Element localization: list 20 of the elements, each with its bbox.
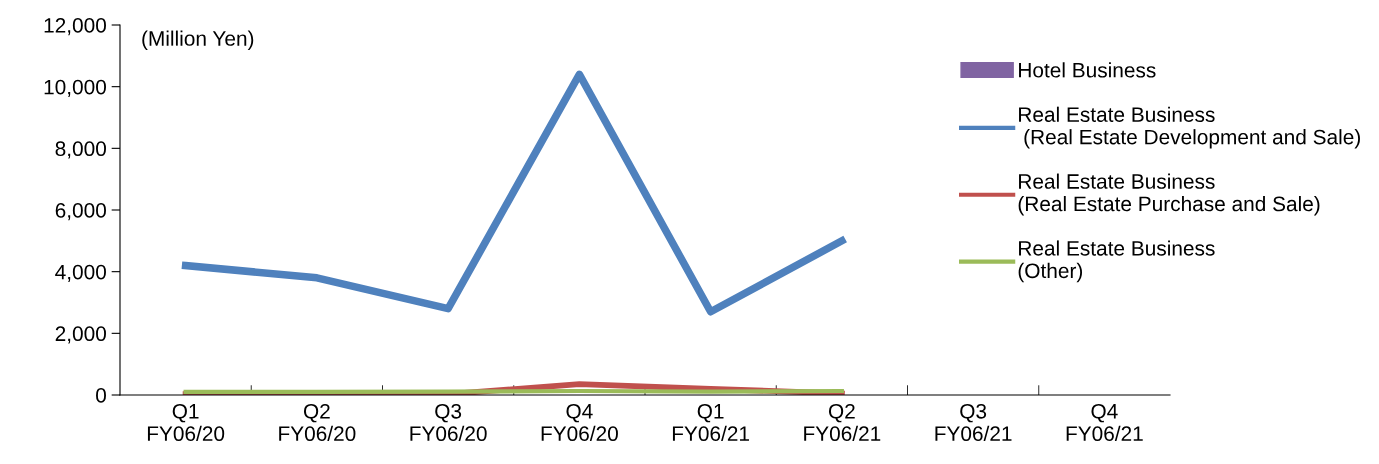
legend-label: Hotel Business: [1019, 62, 1156, 78]
x-tick-label: Q3 FY06/21: [935, 403, 1012, 442]
legend-label: Real Estate Business (Real Estate Purchase and Sale): [1018, 173, 1320, 216]
y-tick-label: 10,000: [44, 79, 106, 97]
x-tick-label: Q2 FY06/21: [804, 403, 881, 442]
legend-label: Real Estate Business (Real Estate Development and Sale): [1019, 106, 1360, 149]
y-tick-label: 0: [96, 388, 106, 403]
y-tick-label: 2,000: [55, 326, 106, 344]
y-tick-label: 6,000: [55, 203, 106, 221]
y-tick-label: 12,000: [44, 18, 106, 36]
x-tick-label: Q3 FY06/20: [410, 403, 487, 442]
x-tick-label: Q4 FY06/21: [1066, 403, 1143, 442]
annotation: (Million Yen): [142, 30, 254, 50]
legend-label: Real Estate Business (Other): [1018, 240, 1215, 283]
x-tick-label: Q2 FY06/20: [279, 403, 356, 442]
x-tick-label: Q4 FY06/20: [541, 403, 618, 442]
x-tick-label: Q1 FY06/21: [672, 403, 749, 442]
x-tick-label: Q1 FY06/20: [147, 403, 225, 442]
y-tick-label: 8,000: [55, 141, 106, 159]
y-tick-label: 4,000: [55, 264, 106, 282]
